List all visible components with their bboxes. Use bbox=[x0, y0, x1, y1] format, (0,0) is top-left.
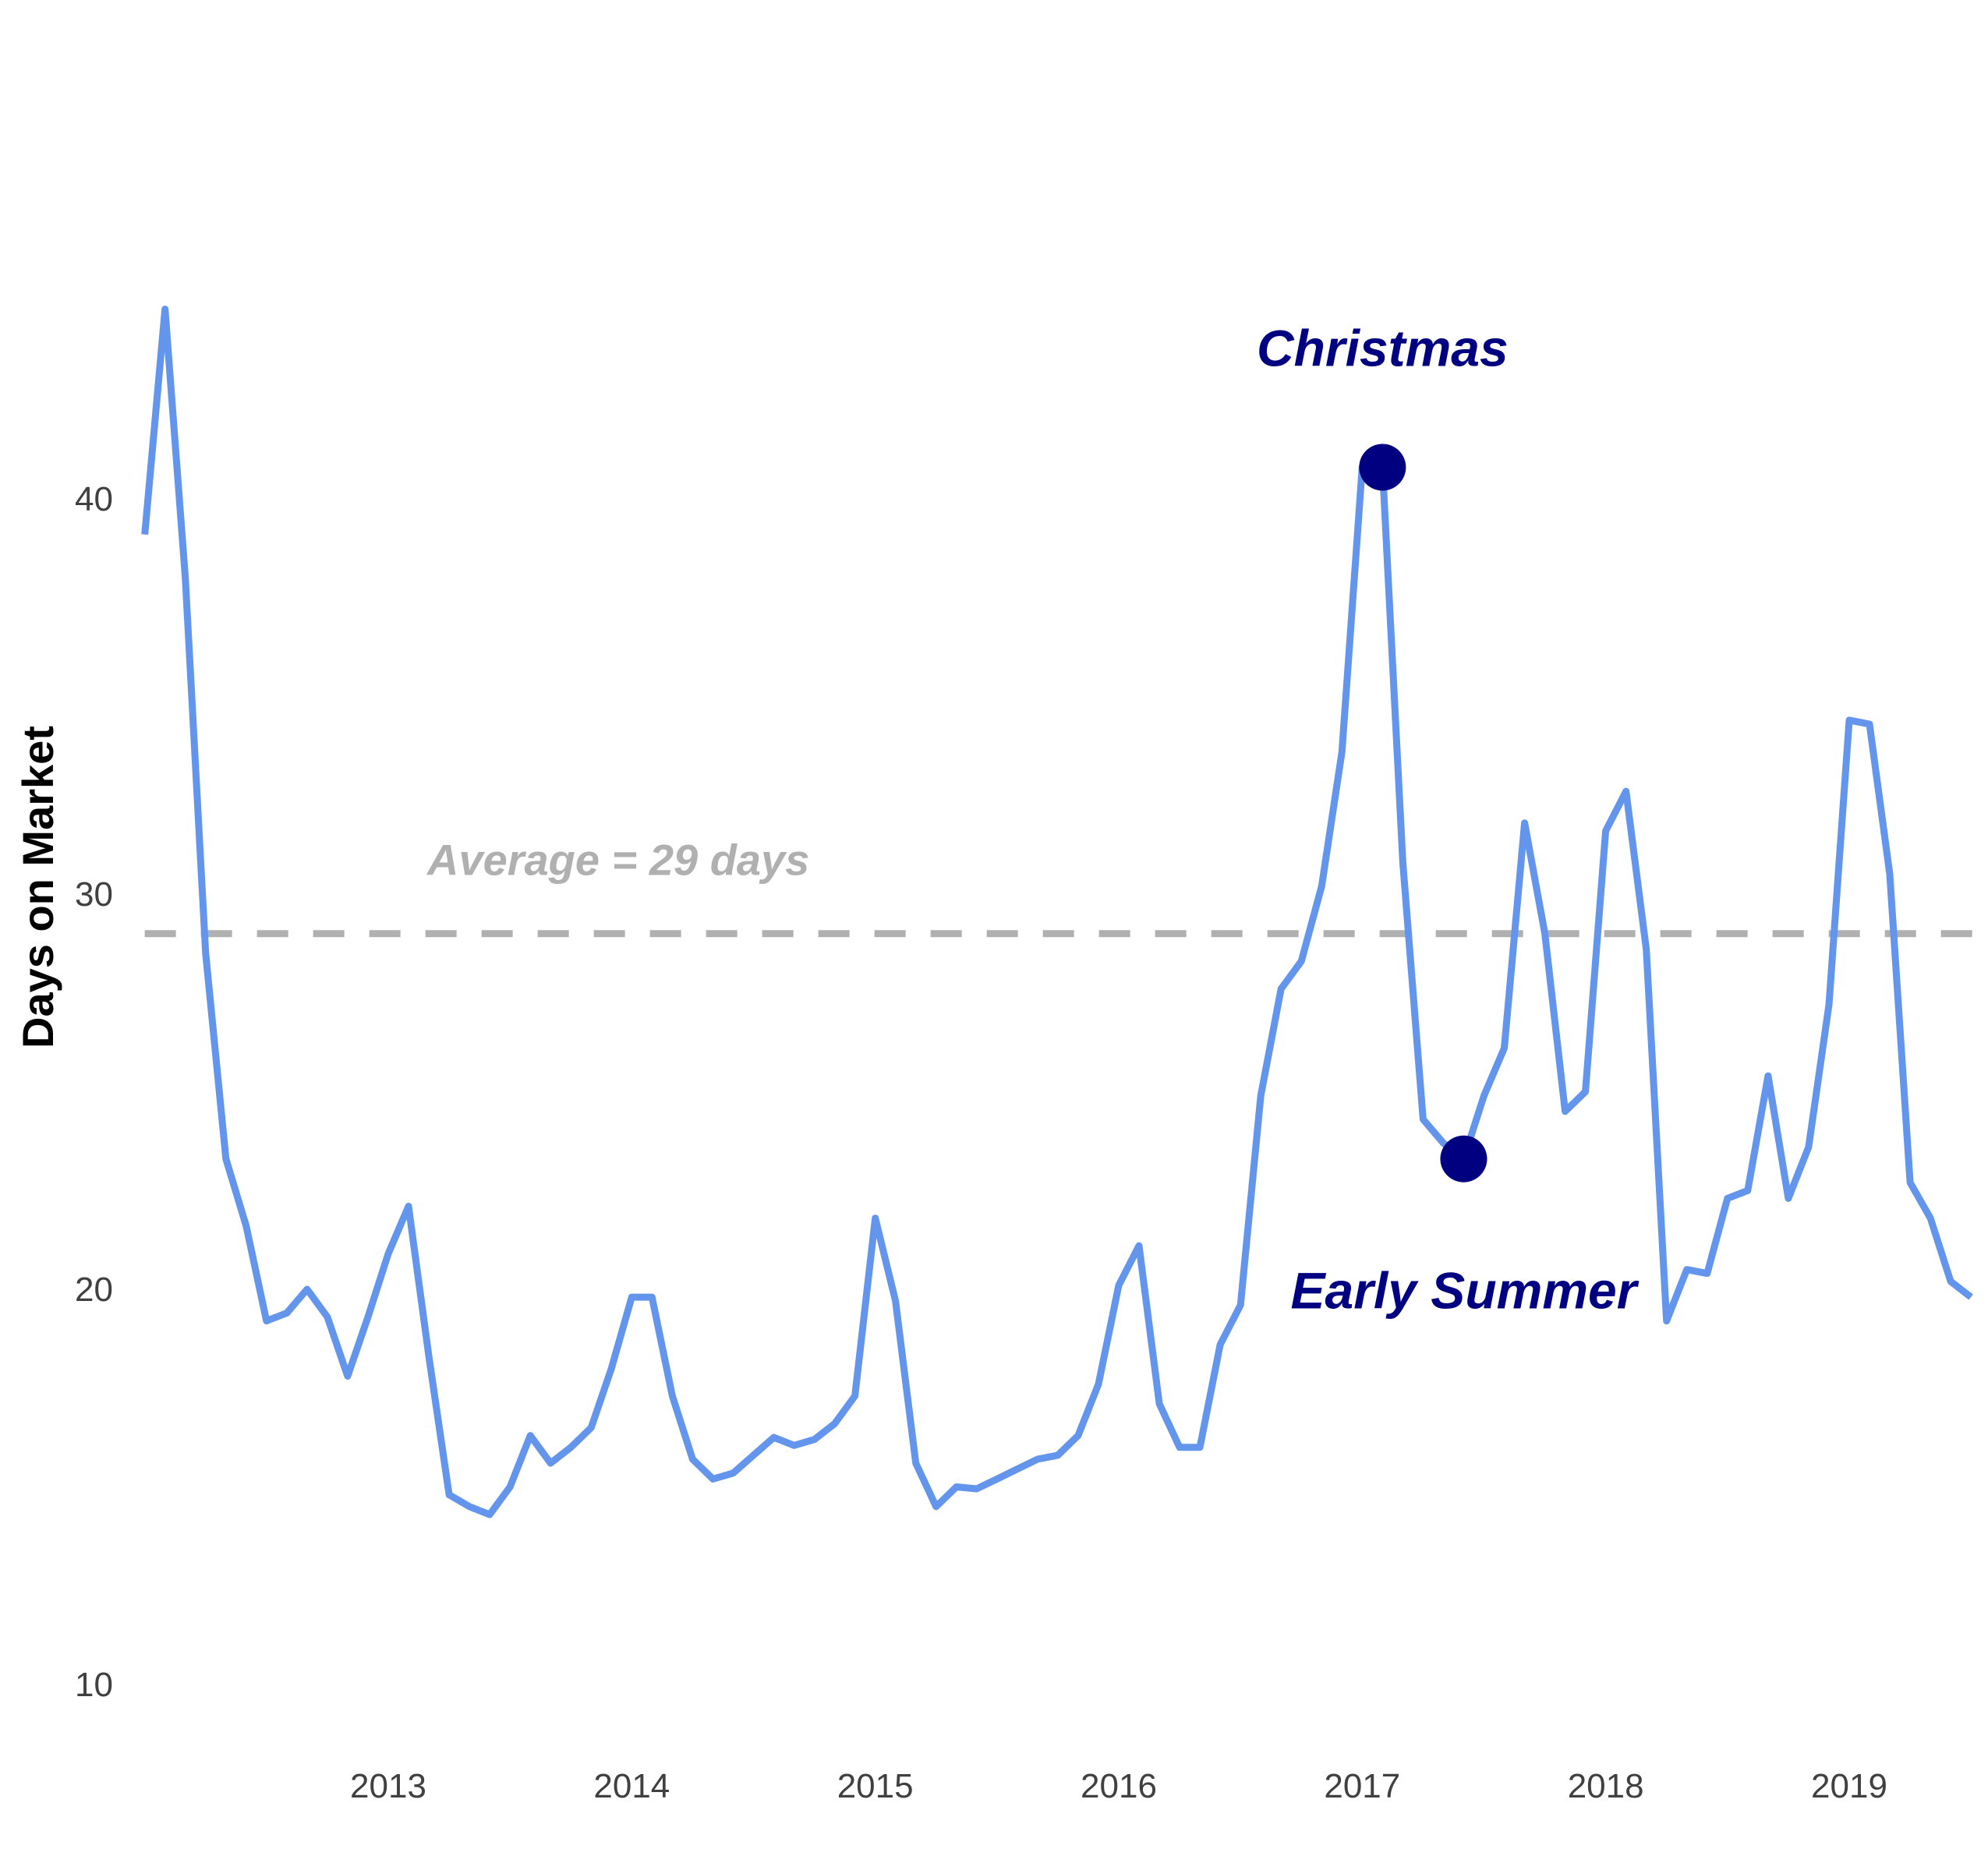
x-tick-label: 2015 bbox=[837, 1767, 914, 1805]
series-line bbox=[141, 306, 1973, 1518]
christmas-marker bbox=[1359, 444, 1406, 491]
y-tick-label: 30 bbox=[75, 875, 113, 914]
series-layer bbox=[141, 306, 1973, 1518]
average-label: Average = 29 days bbox=[426, 836, 809, 885]
christmas-annotation: Christmas bbox=[1257, 319, 1509, 376]
x-tick-label: 2014 bbox=[593, 1767, 670, 1805]
x-tick-label: 2013 bbox=[350, 1767, 426, 1805]
x-tick-label: 2018 bbox=[1568, 1767, 1644, 1805]
x-axis-ticks: 2013 2014 2015 2016 2017 2018 2019 bbox=[350, 1767, 1887, 1805]
y-tick-label: 20 bbox=[75, 1271, 113, 1309]
early-summer-marker bbox=[1440, 1135, 1487, 1182]
early-summer-annotation: Early Summer bbox=[1291, 1262, 1640, 1320]
y-axis-ticks: 10 20 30 40 bbox=[75, 480, 113, 1704]
y-axis-title: Days on Market bbox=[13, 726, 62, 1048]
x-tick-label: 2016 bbox=[1081, 1767, 1157, 1805]
y-tick-label: 40 bbox=[75, 480, 113, 518]
x-tick-label: 2019 bbox=[1811, 1767, 1887, 1805]
annotation-layer: Christmas Early Summer bbox=[1257, 319, 1640, 1319]
y-tick-label: 10 bbox=[75, 1666, 113, 1704]
x-tick-label: 2017 bbox=[1324, 1767, 1400, 1805]
